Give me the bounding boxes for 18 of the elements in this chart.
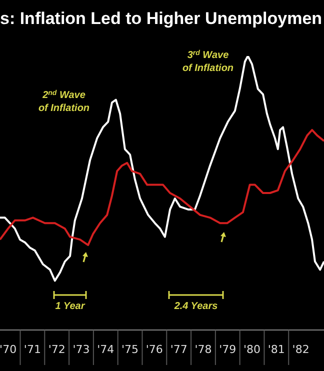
x-tick-label: '77 (170, 343, 188, 356)
x-tick-label: '76 (146, 343, 163, 356)
x-tick-label: '72 (48, 343, 66, 356)
x-tick-label: '78 (194, 343, 212, 356)
x-tick-label: '79 (219, 343, 236, 356)
x-tick-label: '82 (292, 343, 310, 356)
annotation: 2$^{nd}$ Wave of Inflation (38, 88, 90, 114)
chart-title: s: Inflation Led to Higher Unemploymen (0, 9, 322, 28)
x-tick-label: '81 (268, 343, 285, 356)
annotation: 2.4 Years (173, 301, 218, 312)
annotation: 1 Year (55, 301, 86, 312)
x-tick-label: '73 (72, 343, 90, 356)
x-tick-label: '80 (244, 343, 261, 356)
annotation: 3$^{rd}$ Wave of Inflation (182, 48, 234, 74)
x-tick-label: '74 (97, 343, 114, 356)
x-tick-label: '70 (0, 343, 17, 356)
x-tick-label: '71 (24, 343, 41, 356)
x-tick-label: '75 (122, 343, 139, 356)
